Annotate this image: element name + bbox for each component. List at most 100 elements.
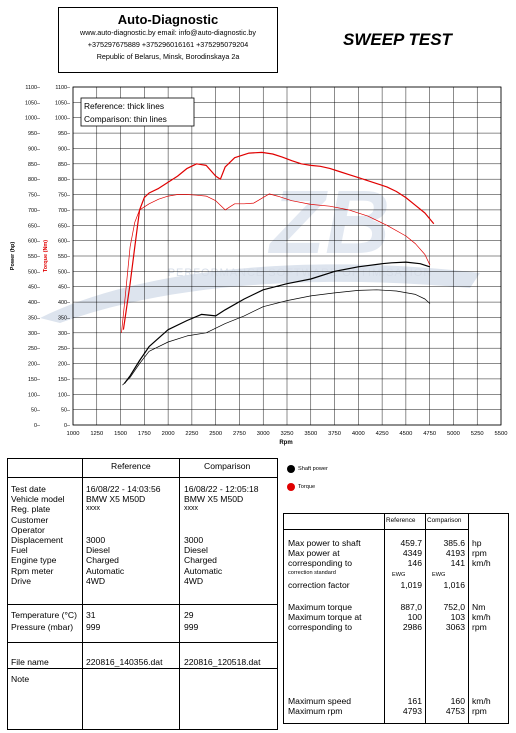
ref-max-rpm: 4793 xyxy=(402,706,422,716)
label-power-at: Max power at xyxy=(288,548,340,558)
company-phones: +375297675889 +375296016161 +37529507920… xyxy=(87,40,249,49)
ref-vehicle-model: BMW X5 M50D xyxy=(86,494,146,505)
power-torque-chart: ZB PERFORMANCE SOFTWARE OPTIMISATION 100… xyxy=(10,85,508,446)
y-tick-label-power: 800– xyxy=(28,177,40,183)
y-tick-label-power: 700– xyxy=(28,208,40,214)
x-tick-label: 4000 xyxy=(352,431,365,437)
cmp-customer xyxy=(184,515,259,525)
x-tick-label: 4250 xyxy=(376,431,389,437)
label-engine-type: Engine type xyxy=(11,555,57,566)
y-tick-label-torque: 950– xyxy=(58,131,70,137)
cmp-max-rpm: 4753 xyxy=(445,706,465,716)
cmp-fuel: Diesel xyxy=(184,545,208,556)
x-tick-label: 3000 xyxy=(257,431,270,437)
results-col-comparison: Comparison xyxy=(427,517,462,524)
ref-rpm-meter: Automatic xyxy=(86,565,125,576)
info-table xyxy=(7,458,278,730)
y-tick-label-power: 550– xyxy=(28,254,40,260)
y-tick-label-torque: 200– xyxy=(58,362,70,368)
x-axis-label: Rpm xyxy=(279,440,292,446)
cmp-max-torque: 752,0 xyxy=(443,602,465,612)
y-tick-label-power: 0– xyxy=(34,423,40,429)
x-tick-label: 2500 xyxy=(209,431,222,437)
cmp-max-speed: 160 xyxy=(450,696,465,706)
x-tick-label: 1750 xyxy=(138,431,151,437)
y-tick-label-power: 1050– xyxy=(25,100,40,106)
label-max-torque: Maximum torque xyxy=(288,602,352,612)
legend-torque-dot xyxy=(287,483,295,491)
y-tick-label-power: 600– xyxy=(28,239,40,245)
series-line-2 xyxy=(122,151,435,330)
x-tick-labels: 1000 1250 1500 1750 2000 2250 2500 2750 3000 3250… xyxy=(67,431,508,437)
chart-grid xyxy=(72,86,502,426)
y-axis-label-power: Power (hp) xyxy=(10,242,16,271)
ref-reg-plate: xxxx xyxy=(86,505,100,513)
y-tick-label-torque: 1000– xyxy=(55,116,70,122)
label-max-speed: Maximum speed xyxy=(288,696,352,706)
x-tick-label: 1500 xyxy=(114,431,127,437)
label-max-rpm: Maximum rpm xyxy=(288,706,343,716)
label-corresponding-speed: corresponding to xyxy=(288,558,353,568)
y-tick-label-power: 400– xyxy=(28,300,40,306)
y-tick-label-power: 650– xyxy=(28,223,40,229)
x-tick-label: 1250 xyxy=(90,431,103,437)
unit-power-at: rpm xyxy=(472,548,487,558)
label-correction-standard: correction standard xyxy=(288,570,336,576)
cmp-correction-factor: 1,016 xyxy=(443,580,465,590)
ref-displacement: 3000 xyxy=(86,534,106,545)
info-comparison-values: 16/08/22 - 12:05:18 BMW X5 M50D xxxx 300… xyxy=(184,484,259,586)
y-tick-label-torque: 600– xyxy=(58,239,70,245)
label-operator: Operator xyxy=(11,524,45,535)
y-tick-label-torque: 1050– xyxy=(55,100,70,106)
x-tick-label: 5250 xyxy=(471,431,484,437)
y-tick-label-power: 50– xyxy=(31,408,40,414)
label-fuel: Fuel xyxy=(11,545,28,556)
label-rpm-meter: Rpm meter xyxy=(11,565,54,576)
ref-file-name: 220816_140356.dat xyxy=(86,657,163,667)
ref-max-power: 459.7 xyxy=(400,538,422,548)
info-col-reference: Reference xyxy=(111,461,151,471)
unit-torque-at: km/h xyxy=(472,612,491,622)
chart-curves xyxy=(121,151,435,386)
ref-fuel: Diesel xyxy=(86,545,110,556)
results-col-reference: Reference xyxy=(386,517,416,524)
cmp-reg-plate: xxxx xyxy=(184,505,198,513)
y-tick-label-torque: 1100– xyxy=(55,85,70,91)
y-tick-label-power: 900– xyxy=(28,146,40,152)
label-file-name: File name xyxy=(11,657,49,667)
unit-max-power: hp xyxy=(472,538,482,548)
cmp-torque-corresponding: 3063 xyxy=(445,622,465,632)
legend-comparison: Comparison: thin lines xyxy=(84,114,167,124)
legend-torque-label: Torque xyxy=(298,484,316,490)
ref-correction-factor: 1,019 xyxy=(400,580,422,590)
company-web-email: www.auto-diagnostic.by email: info@auto-… xyxy=(80,28,256,37)
series-line-1 xyxy=(122,289,431,386)
cmp-test-date: 16/08/22 - 12:05:18 xyxy=(184,484,259,494)
results-table xyxy=(283,513,509,724)
x-tick-label: 2250 xyxy=(185,431,198,437)
y-tick-label-torque: 350– xyxy=(58,315,70,321)
chart-frame xyxy=(72,86,502,426)
ref-operator xyxy=(86,525,161,535)
ref-correction-standard: EWG xyxy=(392,572,406,578)
label-drive: Drive xyxy=(11,575,32,586)
cmp-temperature: 29 xyxy=(184,610,194,620)
y-tick-label-power: 850– xyxy=(28,162,40,168)
y-tick-label-torque: 650– xyxy=(58,223,70,229)
label-note: Note xyxy=(11,674,30,684)
y-tick-label-torque: 750– xyxy=(58,193,70,199)
cmp-operator xyxy=(184,525,259,535)
y-tick-labels: 0– 0– 50– 50– 100– 100– 150– 150– 200– 200– 250– 25… xyxy=(25,85,70,429)
sweep-test-title: SWEEP TEST xyxy=(343,30,452,49)
cmp-vehicle-model: BMW X5 M50D xyxy=(184,494,244,505)
cmp-pressure: 999 xyxy=(184,622,199,632)
ref-max-torque: 887,0 xyxy=(400,602,422,612)
y-tick-label-power: 150– xyxy=(28,377,40,383)
info-reference-values: 16/08/22 - 14:03:56 BMW X5 M50D xxxx 300… xyxy=(86,484,161,586)
unit-corresponding-speed: km/h xyxy=(472,558,491,568)
cmp-corresponding-speed: 141 xyxy=(450,558,465,568)
y-tick-label-torque: 700– xyxy=(58,208,70,214)
unit-max-speed: km/h xyxy=(472,696,491,706)
y-tick-label-torque: 300– xyxy=(58,331,70,337)
y-tick-label-power: 250– xyxy=(28,346,40,352)
